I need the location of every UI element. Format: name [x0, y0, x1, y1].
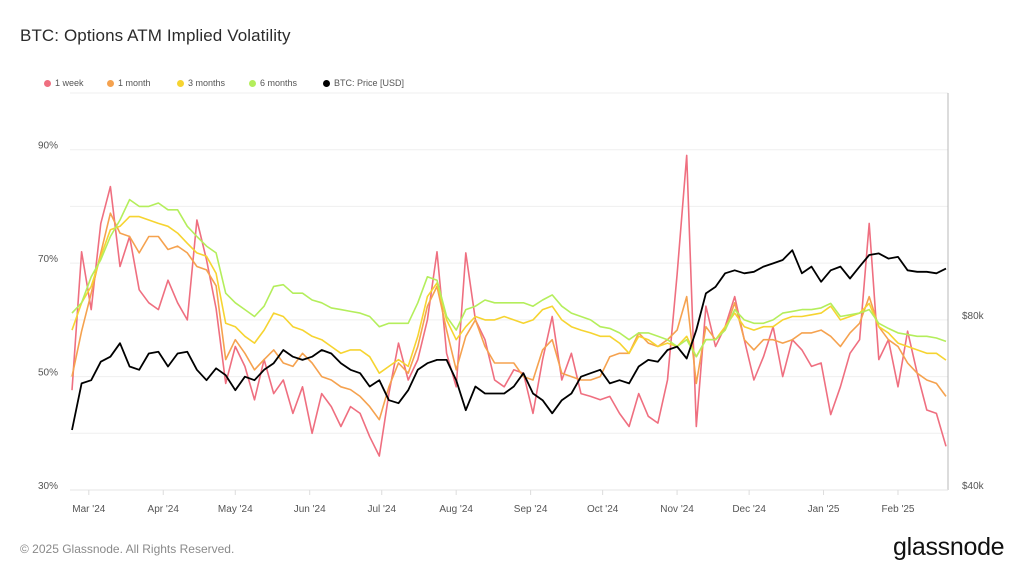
legend-item-6-months[interactable]: 6 months — [249, 78, 323, 88]
legend-item-btc-price[interactable]: BTC: Price [USD] — [323, 78, 404, 88]
x-tick-label: Aug '24 — [439, 504, 473, 515]
legend-item-3-months[interactable]: 3 months — [177, 78, 249, 88]
legend-dot-icon — [44, 79, 51, 87]
series-line-1-week[interactable] — [71, 154, 947, 457]
x-tick-label: Mar '24 — [72, 504, 105, 515]
x-tick-label: Nov '24 — [660, 504, 694, 515]
y-right-tick-label: $80k — [962, 311, 985, 322]
x-tick-label: Jan '25 — [808, 504, 840, 515]
x-tick-label: Oct '24 — [587, 504, 619, 515]
x-tick-label: Jul '24 — [367, 504, 396, 515]
series-line-1-month[interactable] — [71, 212, 947, 421]
axes: 90% 70% 50% 30% $80k $40k Mar '24 Apr '24 May '2… — [38, 93, 985, 515]
legend-item-1-month[interactable]: 1 month — [107, 78, 177, 88]
glassnode-logo: glassnode — [893, 533, 1005, 561]
x-tick-label: May '24 — [218, 504, 253, 515]
x-tick-label: Jun '24 — [294, 504, 326, 515]
legend-item-1-week[interactable]: 1 week — [44, 78, 107, 88]
legend-label: 3 months — [188, 78, 226, 88]
legend-dot-icon — [177, 79, 184, 87]
series-line-6-months[interactable] — [71, 198, 947, 358]
series-lines — [71, 154, 947, 457]
legend-label: BTC: Price [USD] — [334, 78, 405, 88]
x-tick-label: Feb '25 — [881, 504, 914, 515]
x-tick-label: Apr '24 — [148, 504, 180, 515]
chart-title: BTC: Options ATM Implied Volatility — [20, 26, 291, 45]
legend-label: 1 week — [55, 78, 84, 88]
legend-dot-icon — [249, 79, 256, 87]
legend-label: 1 month — [118, 78, 151, 88]
x-tick-label: Sep '24 — [514, 504, 548, 515]
y-left-tick-label: 50% — [38, 368, 58, 379]
y-left-tick-label: 30% — [38, 481, 58, 492]
grid-lines — [70, 92, 948, 491]
y-right-tick-label: $40k — [962, 481, 985, 492]
chart-legend: 1 week 1 month 3 months 6 months BTC: Pr… — [44, 78, 404, 88]
legend-dot-icon — [323, 79, 330, 87]
series-line-3-months[interactable] — [71, 215, 947, 374]
x-tick-label: Dec '24 — [732, 504, 766, 515]
copyright-text: © 2025 Glassnode. All Rights Reserved. — [20, 542, 235, 556]
y-left-tick-label: 90% — [38, 141, 58, 152]
legend-dot-icon — [107, 79, 114, 87]
series-line-btc-price-usd[interactable] — [71, 249, 947, 431]
y-left-tick-label: 70% — [38, 254, 58, 265]
legend-label: 6 months — [260, 78, 298, 88]
